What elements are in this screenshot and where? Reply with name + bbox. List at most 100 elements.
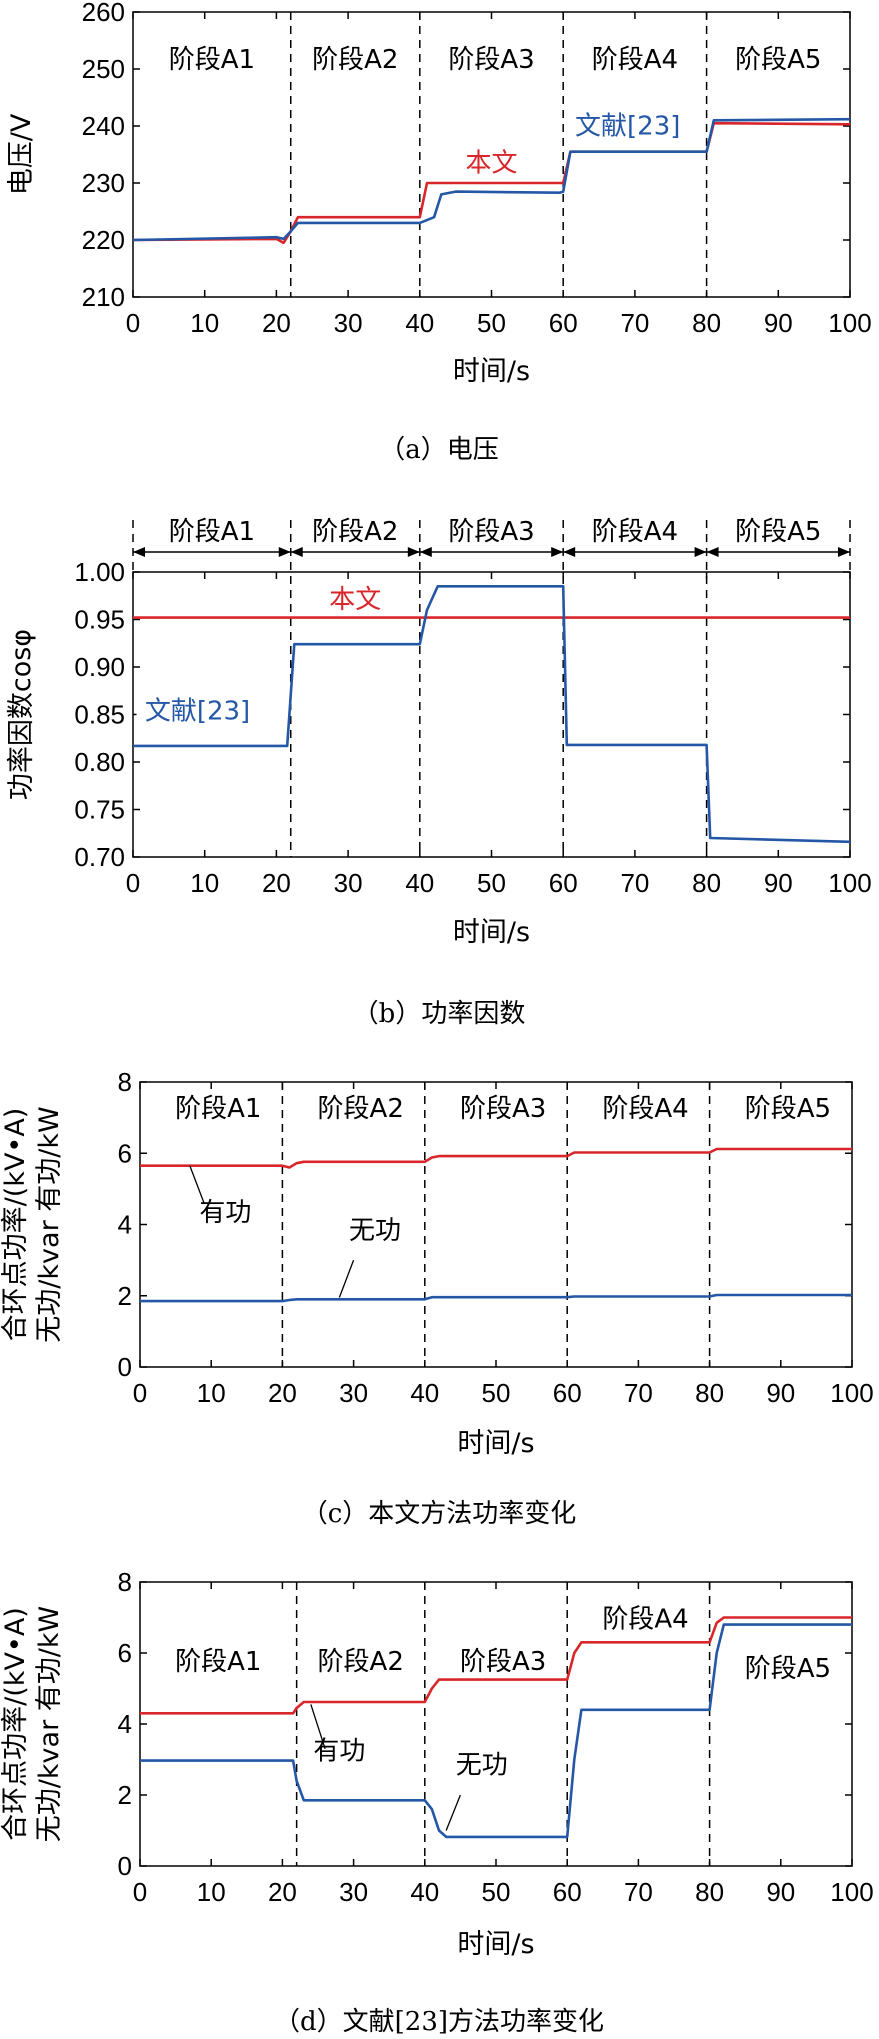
y-tick-label: 0.95 xyxy=(74,605,125,635)
x-tick-label: 40 xyxy=(405,868,434,898)
y-axis-label-2: 无功/kvar 有功/kW xyxy=(34,1606,65,1842)
x-tick-label: 40 xyxy=(405,308,434,338)
annotation-label: 有功 xyxy=(199,1198,251,1228)
annotation-pointer xyxy=(445,1794,462,1831)
panel-title-d: （d）文献[23]方法功率变化 xyxy=(274,2007,604,2037)
x-tick-label: 90 xyxy=(766,1378,795,1408)
annotation-bg xyxy=(459,147,524,178)
x-tick-label: 30 xyxy=(334,868,363,898)
stage-arrow-head-left xyxy=(290,547,303,557)
series-line-有功 xyxy=(140,1147,852,1169)
y-axis-label-2: 无功/kvar 有功/kW xyxy=(34,1106,65,1342)
stage-label-bg xyxy=(735,516,822,546)
x-tick-label: 10 xyxy=(197,1378,226,1408)
stage-label-bg xyxy=(602,1603,689,1634)
stage-label-bg xyxy=(448,516,535,546)
x-axis-label: 时间/s xyxy=(453,917,530,948)
stage-label-bg xyxy=(602,1093,689,1123)
x-tick-label: 70 xyxy=(624,1378,653,1408)
series-line-文献[23] xyxy=(132,117,851,242)
y-tick-label: 2 xyxy=(118,1281,132,1311)
x-axis-label: 时间/s xyxy=(457,1428,534,1459)
chart-a: 0 10 20 30 40 50 60 70 80 90 100 210 220 230 240 250 260… xyxy=(6,0,872,387)
y-tick-label: 240 xyxy=(82,111,125,141)
x-tick-label: 90 xyxy=(764,308,793,338)
y-tick-label: 4 xyxy=(118,1709,132,1739)
y-tick-label: 0.75 xyxy=(74,795,125,825)
stage-label-bg xyxy=(460,1646,547,1677)
y-axis-label: 电压/V xyxy=(6,113,37,195)
x-tick-label: 100 xyxy=(828,308,871,338)
x-tick-label: 10 xyxy=(190,868,219,898)
x-tick-label: 80 xyxy=(695,1378,724,1408)
annotation-label: 无功 xyxy=(456,1751,508,1781)
stage-arrow-head-right xyxy=(551,547,564,557)
annotation-bg xyxy=(136,695,259,726)
y-axis-label: 合环点功率/(kV•A) xyxy=(0,1607,31,1841)
x-tick-label: 90 xyxy=(766,1877,795,1907)
y-tick-label: 4 xyxy=(118,1210,132,1240)
y-tick-label: 0.70 xyxy=(74,842,125,872)
stage-arrow-head-left xyxy=(563,547,576,557)
y-tick-label: 230 xyxy=(82,168,125,198)
annotation-bg xyxy=(323,584,388,615)
x-tick-label: 60 xyxy=(553,1378,582,1408)
y-tick-label: 250 xyxy=(82,54,125,84)
x-tick-label: 80 xyxy=(692,868,721,898)
y-tick-label: 8 xyxy=(118,1067,132,1097)
stage-label: 阶段A5 xyxy=(735,45,821,75)
x-tick-label: 70 xyxy=(620,308,649,338)
annotation-label: 无功 xyxy=(349,1216,401,1246)
x-tick-label: 40 xyxy=(410,1877,439,1907)
annotation-pointer xyxy=(338,1259,355,1298)
x-tick-label: 50 xyxy=(482,1378,511,1408)
stage-label: 阶段A3 xyxy=(448,45,534,75)
stage-label-bg xyxy=(460,1093,547,1123)
stage-label-bg xyxy=(317,1646,404,1677)
x-tick-label: 10 xyxy=(197,1877,226,1907)
series-line-无功 xyxy=(140,1293,852,1303)
x-tick-label: 50 xyxy=(477,308,506,338)
y-tick-label: 220 xyxy=(82,225,125,255)
chart-d: 0 10 20 30 40 50 60 70 80 90 100 0 2 4 6 8 时间/s 合环点功率/(kV… xyxy=(0,1567,874,1960)
stage-label: 阶段A2 xyxy=(318,1094,404,1124)
stage-label: 阶段A1 xyxy=(169,45,255,75)
y-tick-label: 0.90 xyxy=(74,652,125,682)
y-tick-label: 0.80 xyxy=(74,747,125,777)
x-tick-label: 20 xyxy=(268,1877,297,1907)
stage-label: 阶段A4 xyxy=(602,1605,688,1635)
annotation-label: 本文 xyxy=(465,149,517,179)
stage-label-bg xyxy=(448,44,535,74)
stage-label: 阶段A1 xyxy=(175,1094,261,1124)
stage-arrow-head-right xyxy=(694,547,707,557)
annotation-pointer xyxy=(310,1704,326,1750)
y-tick-label: 2 xyxy=(118,1780,132,1810)
stage-label: 阶段A5 xyxy=(745,1094,831,1124)
x-tick-label: 90 xyxy=(764,868,793,898)
stage-label-bg xyxy=(175,1093,262,1123)
stage-label: 阶段A5 xyxy=(745,1654,831,1684)
x-tick-label: 70 xyxy=(620,868,649,898)
stage-label: 阶段A5 xyxy=(735,517,821,547)
annotation-label: 有功 xyxy=(313,1737,365,1767)
x-tick-label: 20 xyxy=(262,868,291,898)
stage-label: 阶段A2 xyxy=(312,517,398,547)
stage-arrow-head-right xyxy=(838,547,850,557)
x-axis-label: 时间/s xyxy=(453,356,530,387)
panel-title-c: （c）本文方法功率变化 xyxy=(302,1499,577,1529)
stage-label-bg xyxy=(175,1646,262,1677)
x-tick-label: 100 xyxy=(828,868,871,898)
stage-arrow-head-left xyxy=(706,547,719,557)
stage-arrow-head-left xyxy=(419,547,432,557)
stage-label: 阶段A4 xyxy=(592,517,678,547)
stage-label-bg xyxy=(735,44,822,74)
stage-label: 阶段A3 xyxy=(448,517,534,547)
x-tick-label: 20 xyxy=(262,308,291,338)
x-tick-label: 30 xyxy=(339,1877,368,1907)
x-tick-label: 60 xyxy=(549,308,578,338)
x-tick-label: 50 xyxy=(477,868,506,898)
x-tick-label: 50 xyxy=(482,1877,511,1907)
x-tick-label: 100 xyxy=(830,1877,873,1907)
annotation-label: 文献[23] xyxy=(145,696,250,726)
